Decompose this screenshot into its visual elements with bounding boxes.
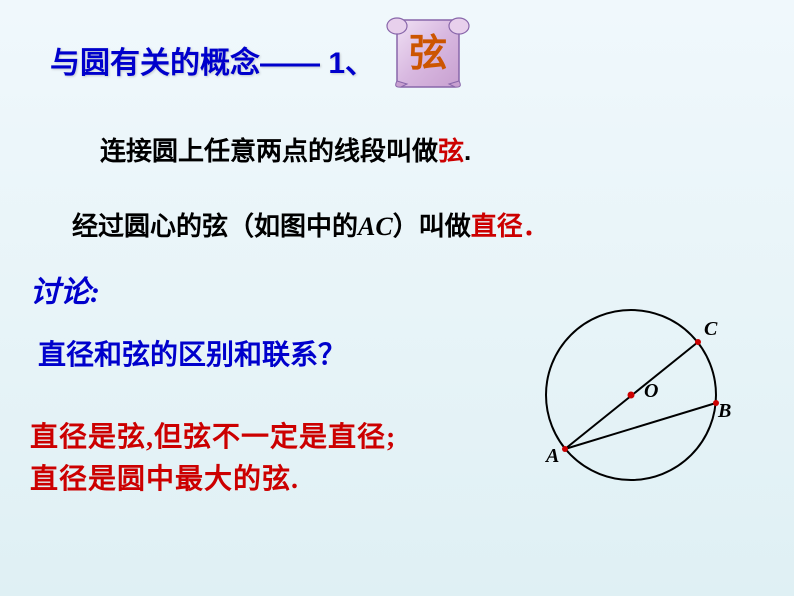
diam-mid: ）叫做 — [393, 211, 471, 241]
line-ab — [565, 403, 716, 449]
def-em: 弦 — [438, 136, 464, 166]
diam-period: ． — [523, 211, 549, 241]
center-dot — [628, 392, 635, 399]
def-suffix: . — [464, 136, 471, 166]
circle-diagram: A B C O — [526, 300, 736, 490]
title-text: 与圆有关的概念—— 1、 — [50, 38, 375, 82]
label-c: C — [704, 318, 717, 341]
point-a-dot — [562, 446, 568, 452]
def-prefix: 连接圆上任意两点的线段叫做 — [100, 136, 438, 166]
definition-chord: 连接圆上任意两点的线段叫做弦. — [100, 131, 794, 168]
point-c-dot — [695, 339, 701, 345]
definition-diameter: 经过圆心的弦（如图中的AC）叫做直径． — [72, 206, 794, 243]
xian-badge: 弦 — [383, 16, 473, 91]
badge-char: 弦 — [409, 33, 447, 75]
label-b: B — [718, 400, 731, 423]
diam-prefix: 经过圆心的弦（如图中的 — [72, 211, 358, 241]
diam-em: 直径 — [471, 211, 523, 241]
label-o: O — [644, 380, 658, 403]
label-a: A — [546, 445, 559, 468]
diam-ac: AC — [358, 212, 393, 241]
title-row: 与圆有关的概念—— 1、 弦 — [0, 0, 794, 91]
